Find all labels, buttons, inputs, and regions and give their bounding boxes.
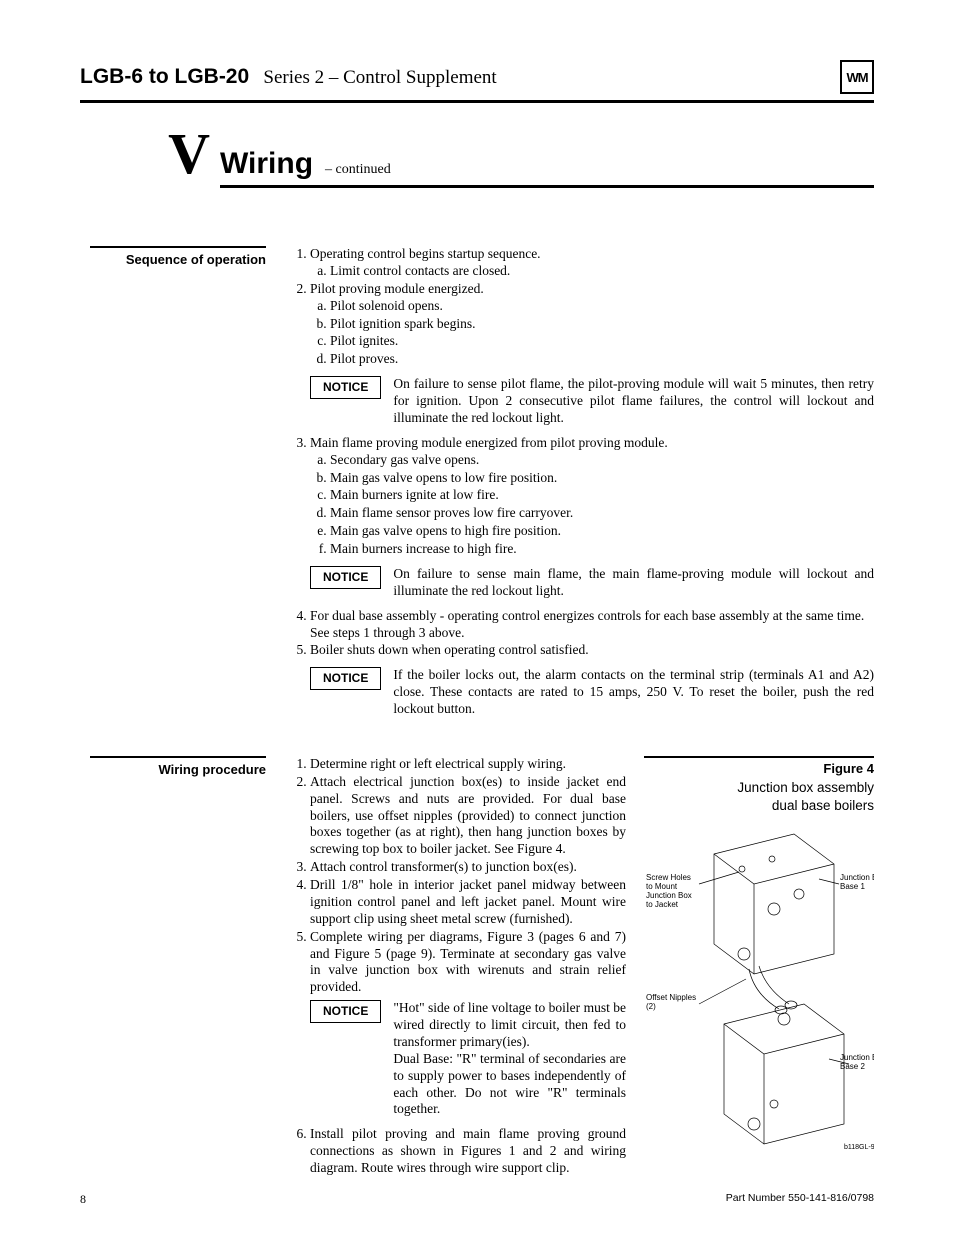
series-subtitle: Series 2 – Control Supplement: [263, 67, 496, 88]
wiring-list: Determine right or left electrical suppl…: [290, 756, 626, 996]
wiring-item-6: Install pilot proving and main flame pro…: [310, 1126, 626, 1177]
page-number: 8: [80, 1192, 86, 1207]
junction-box-diagram: Screw Holes to Mount Junction Box to Jac…: [644, 824, 874, 1154]
figure-ref: b118GL-9: [844, 1144, 874, 1151]
callout-jbox-1: Junction Box Base 1: [840, 873, 874, 891]
page-header: LGB-6 to LGB-20 Series 2 – Control Suppl…: [80, 60, 874, 94]
wiring-heading: Wiring procedure: [80, 762, 266, 777]
brand-logo: WM: [840, 60, 874, 94]
model-range: LGB-6 to LGB-20: [80, 65, 249, 88]
notice-3: NOTICE If the boiler locks out, the alar…: [310, 667, 874, 718]
sequence-block: Sequence of operation Operating control …: [80, 246, 874, 726]
notice-badge: NOTICE: [310, 376, 381, 399]
header-title: LGB-6 to LGB-20 Series 2 – Control Suppl…: [80, 65, 497, 89]
seq-item-4: For dual base assembly - operating contr…: [310, 608, 874, 642]
section-head: V Wiring – continued: [80, 131, 874, 238]
seq-item-5: Boiler shuts down when operating control…: [310, 642, 874, 659]
callout-screw-holes: Screw Holes to Mount Junction Box to Jac…: [646, 873, 694, 909]
sequence-list: Operating control begins startup sequenc…: [290, 246, 874, 368]
sequence-heading: Sequence of operation: [80, 252, 266, 267]
seq-item-3: Main flame proving module energized from…: [310, 435, 874, 558]
figure-label: Figure 4: [644, 756, 874, 777]
notice-2: NOTICE On failure to sense main flame, t…: [310, 566, 874, 600]
notice-1: NOTICE On failure to sense pilot flame, …: [310, 376, 874, 427]
part-number: Part Number 550-141-816/0798: [726, 1192, 874, 1207]
seq-item-1: Operating control begins startup sequenc…: [310, 246, 874, 280]
page-footer: 8 Part Number 550-141-816/0798: [80, 1192, 874, 1207]
section-subtitle: – continued: [325, 162, 391, 177]
wiring-block: Wiring procedure Determine right or left…: [80, 756, 874, 1178]
callout-jbox-2: Junction Box Base 2: [840, 1053, 874, 1071]
section-rule: [220, 185, 874, 188]
seq-item-2: Pilot proving module energized. Pilot so…: [310, 281, 874, 368]
notice-4: NOTICE "Hot" side of line voltage to boi…: [310, 1000, 626, 1118]
callout-offset-nipples: Offset Nipples (2): [646, 993, 698, 1011]
header-rule: [80, 100, 874, 103]
section-title: Wiring: [220, 147, 313, 180]
section-letter: V: [80, 131, 220, 177]
figure-4: Figure 4 Junction box assembly dual base…: [644, 756, 874, 1178]
